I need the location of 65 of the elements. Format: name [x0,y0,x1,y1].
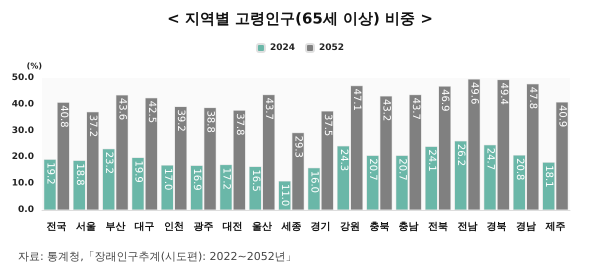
data-label: 18.1 [543,165,554,188]
data-label: 20.7 [367,158,378,181]
data-label: 37.5 [322,114,333,136]
x-tick-label: 전북 [428,222,448,232]
data-label: 11.0 [279,184,290,206]
data-label: 24.1 [426,149,437,172]
data-label: 16.9 [191,168,202,191]
x-tick-label: 대구 [134,222,155,232]
y-axis-title: (%) [26,62,42,70]
data-label: 16.5 [250,169,261,192]
data-label: 43.6 [116,98,128,120]
x-tick-label: 광주 [193,222,214,232]
x-tick-label: 강원 [340,222,360,232]
y-tick-label: 50.0 [12,73,34,83]
data-label: 38.8 [204,110,216,133]
x-tick-label: 세종 [280,222,302,232]
y-tick-label: 0.0 [18,205,34,215]
x-tick-label: 충남 [398,222,419,232]
data-label: 43.7 [263,98,274,120]
data-label: 20.8 [514,158,525,180]
x-tick-label: 전남 [457,222,478,232]
x-tick-label: 충북 [369,222,390,232]
x-tick-label: 제주 [544,222,566,232]
x-tick-label: 부산 [105,222,126,232]
data-label: 40.8 [58,105,69,128]
data-label: 43.7 [410,98,421,120]
y-tick-label: 30.0 [12,126,34,136]
data-label: 40.9 [556,105,568,128]
data-label: 24.7 [484,148,496,170]
x-tick-label: 경북 [486,222,507,232]
y-tick-label: 20.0 [12,152,34,162]
data-label: 19.2 [44,162,56,185]
data-label: 17.2 [220,168,232,190]
text: 자료: 통계청,「장래인구추계(시도편): 2022~2052년」 [18,250,297,263]
x-tick-label: 경기 [310,222,331,232]
x-tick-label: 울산 [252,222,272,232]
x-tick-label: 대전 [222,222,243,232]
legend-label: 2052 [319,43,344,53]
data-label: 43.2 [380,98,392,122]
y-tick-label: 40.0 [12,99,34,110]
x-tick-label: 서울 [76,222,96,232]
x-tick-label: 전국 [46,222,67,232]
data-label: 37.8 [234,113,245,136]
data-label: 47.1 [351,88,362,111]
x-tick-label: 인천 [164,222,184,232]
data-label: 46.9 [439,89,450,112]
data-label: 16.0 [308,170,320,194]
data-label: 47.8 [527,86,538,110]
y-tick-label: 10.0 [12,178,34,189]
data-label: 37.2 [87,114,98,138]
data-label: 39.2 [175,110,186,132]
chart-title: < 지역별 고령인구(65세 이상) 비중 > [167,10,433,28]
data-label: 42.5 [146,100,157,124]
data-label: 49.4 [498,82,509,105]
data-label: 29.3 [292,136,304,158]
data-label: 17.0 [162,168,173,190]
data-label: 19.9 [132,160,144,183]
data-label: 24.3 [338,148,349,172]
data-label: 26.2 [455,144,466,166]
data-label: 20.7 [396,158,408,181]
legend-label: 2024 [270,43,296,53]
data-label: 23.2 [103,152,114,174]
x-tick-label: 경남 [516,222,536,232]
data-label: 49.6 [468,82,480,104]
data-label: 18.8 [74,163,85,186]
